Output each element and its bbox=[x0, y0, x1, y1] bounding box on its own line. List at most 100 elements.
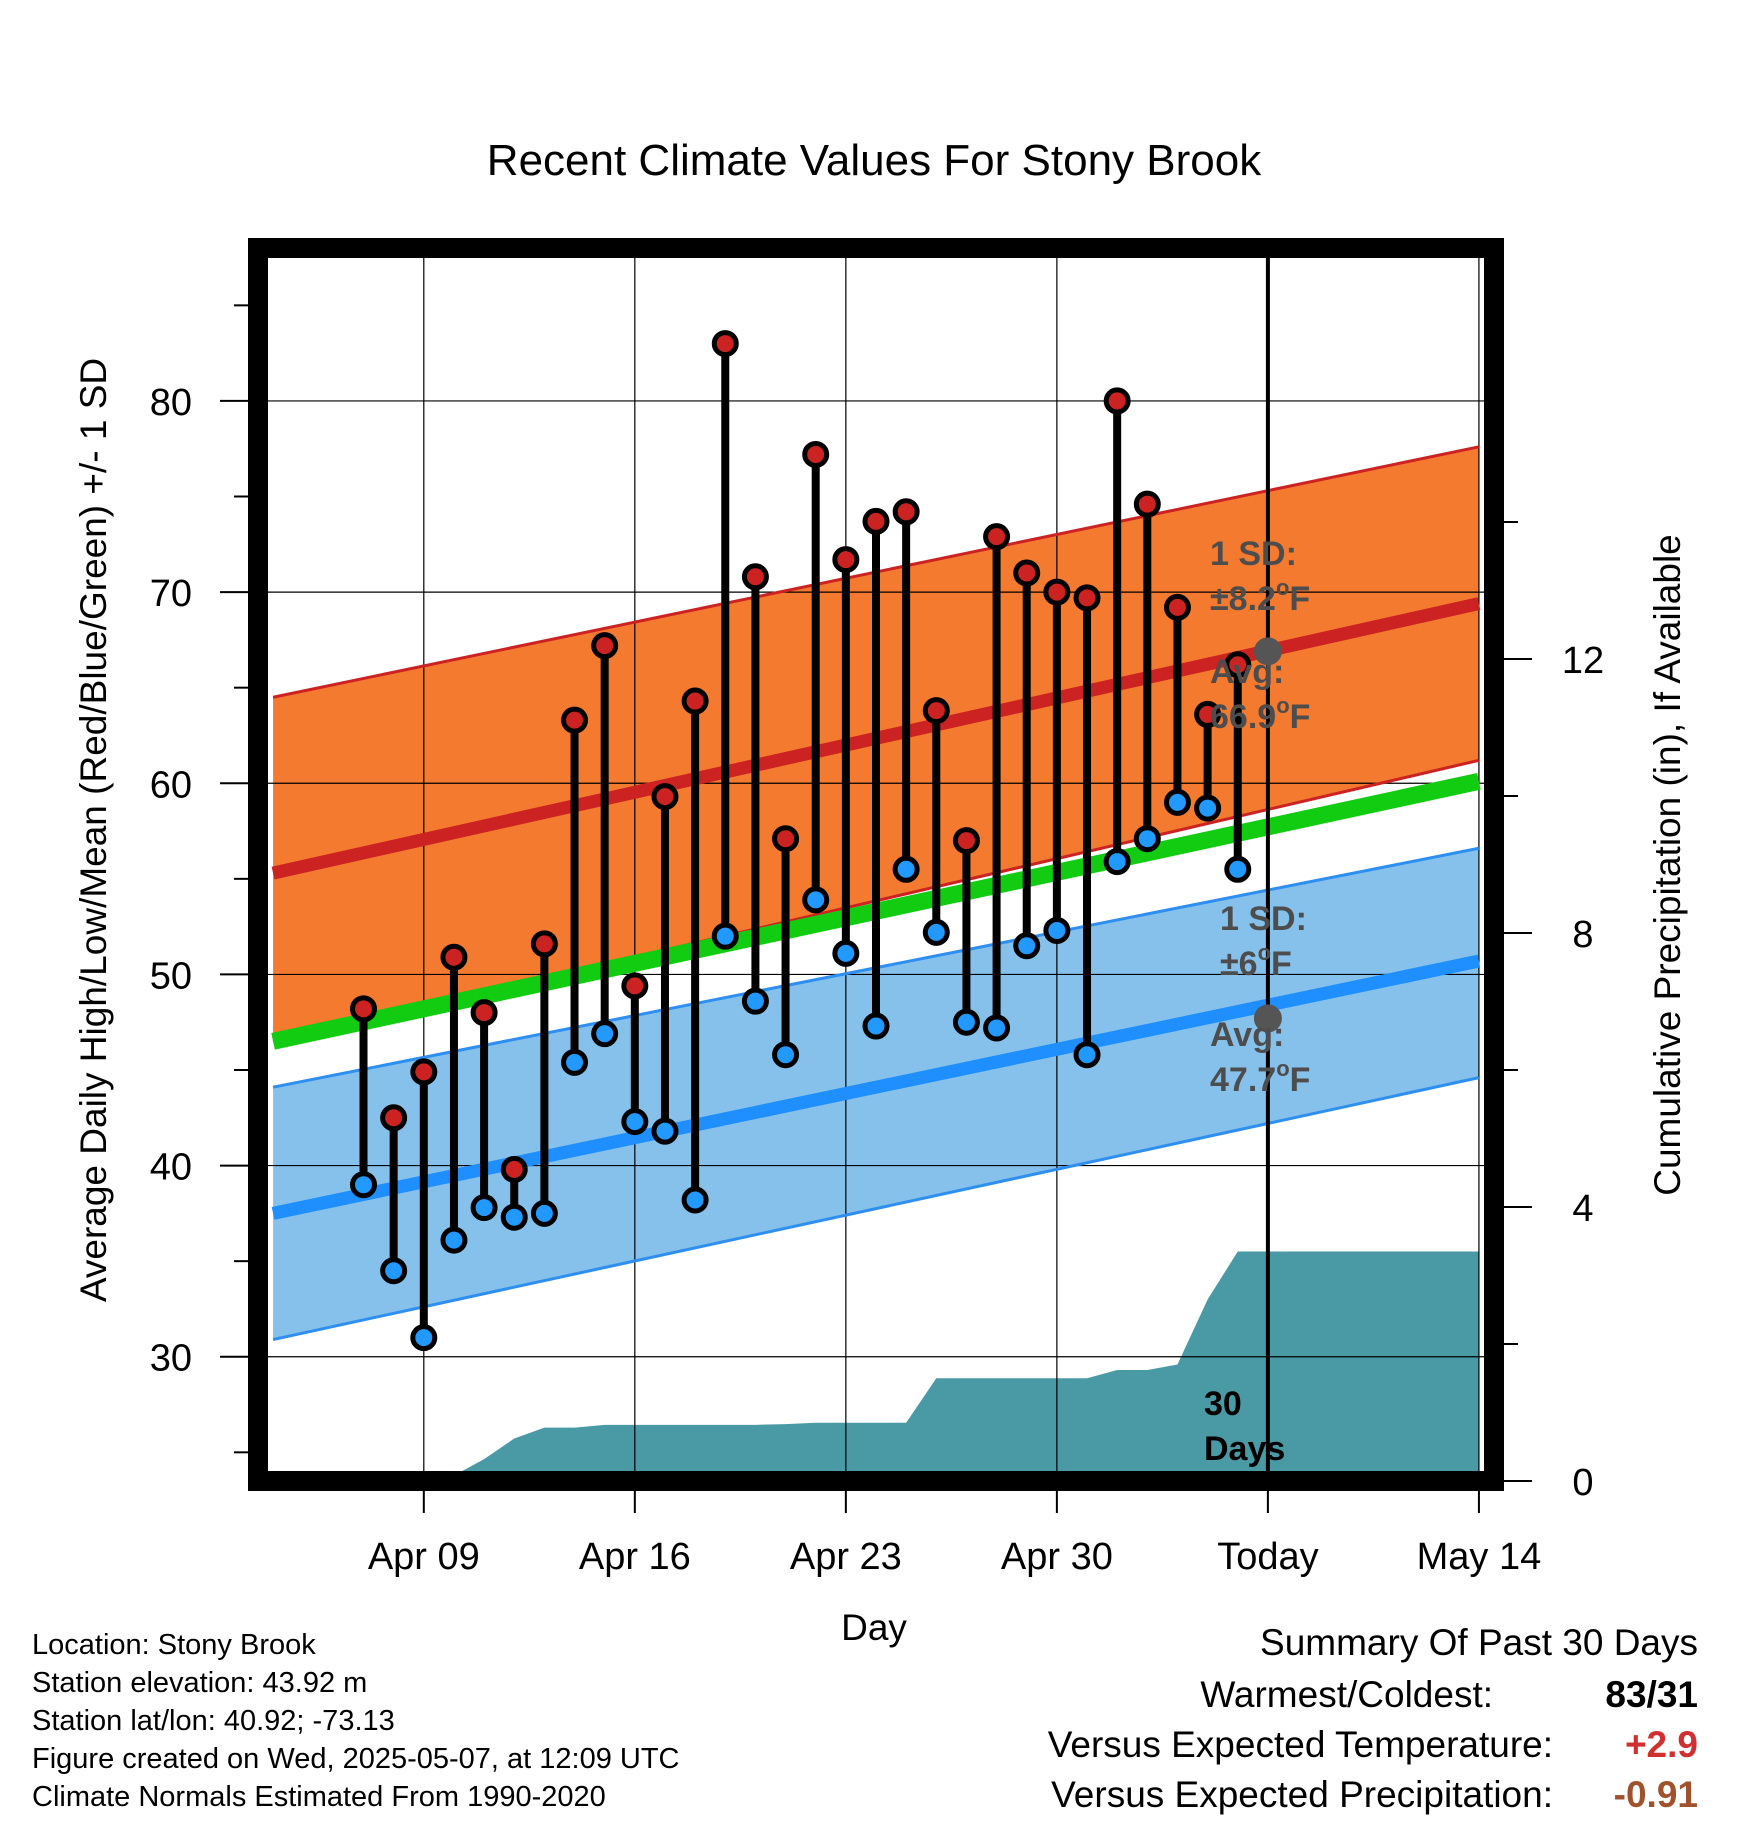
y-tick-label: 50 bbox=[150, 955, 192, 997]
low-point bbox=[741, 987, 769, 1015]
window-unit: Days bbox=[1204, 1430, 1285, 1468]
high-point bbox=[1133, 490, 1161, 518]
low-point bbox=[1103, 848, 1131, 876]
high-point bbox=[1073, 584, 1101, 612]
high-point bbox=[561, 706, 589, 734]
summary-heading: Summary Of Past 30 Days bbox=[1260, 1622, 1698, 1663]
low-point bbox=[1013, 932, 1041, 960]
high-point bbox=[500, 1155, 528, 1183]
high-point bbox=[741, 563, 769, 591]
window-number: 30 bbox=[1204, 1385, 1242, 1423]
high-point bbox=[832, 546, 860, 574]
high-point bbox=[651, 783, 679, 811]
high-point bbox=[1043, 578, 1071, 606]
low-point bbox=[862, 1012, 890, 1040]
y2-tick-label: 12 bbox=[1562, 640, 1604, 682]
y2-tick-label: 0 bbox=[1572, 1462, 1593, 1504]
warm-cold-value: 83/31 bbox=[1605, 1674, 1698, 1715]
summary-temp: Versus Expected Temperature: +2.9 bbox=[938, 1724, 1698, 1774]
high-avg-label: Avg: bbox=[1210, 653, 1284, 691]
warm-cold-label: Warmest/Coldest: bbox=[1200, 1674, 1493, 1715]
high-point bbox=[591, 632, 619, 660]
high-point bbox=[1163, 593, 1191, 621]
high-point bbox=[621, 972, 649, 1000]
high-point bbox=[1103, 387, 1131, 415]
low-point bbox=[1073, 1041, 1101, 1069]
low-point bbox=[952, 1008, 980, 1036]
created-text: Figure created on Wed, 2025-05-07, at 12… bbox=[32, 1743, 680, 1775]
low-point bbox=[892, 855, 920, 883]
x-axis-label: Day bbox=[841, 1607, 907, 1648]
low-point bbox=[922, 918, 950, 946]
high-point bbox=[440, 943, 468, 971]
temp-value: +2.9 bbox=[1624, 1724, 1698, 1765]
low-avg-marker bbox=[1253, 1004, 1282, 1033]
low-point bbox=[470, 1194, 498, 1222]
x-tick-label: Apr 09 bbox=[368, 1536, 480, 1578]
low-point bbox=[1224, 855, 1252, 883]
low-point bbox=[561, 1048, 589, 1076]
low-point bbox=[1043, 916, 1071, 944]
normal-low-line bbox=[271, 954, 1481, 1220]
high-point bbox=[922, 697, 950, 725]
low-point bbox=[681, 1186, 709, 1214]
high-avg-marker bbox=[1253, 637, 1282, 666]
temp-label: Versus Expected Temperature: bbox=[1047, 1724, 1553, 1765]
high-point bbox=[380, 1104, 408, 1132]
precip-label: Versus Expected Precipitation: bbox=[1051, 1774, 1553, 1815]
y2-tick-label: 4 bbox=[1572, 1188, 1593, 1230]
high-point bbox=[1194, 700, 1222, 728]
low-point bbox=[1133, 825, 1161, 853]
low-point bbox=[350, 1171, 378, 1199]
high-point bbox=[470, 999, 498, 1027]
station-info: Location: Stony Brook Station elevation:… bbox=[32, 1626, 680, 1816]
x-tick-label: Apr 30 bbox=[1001, 1536, 1113, 1578]
low-sd-band bbox=[273, 848, 1479, 1340]
y-tick-label: 30 bbox=[150, 1338, 192, 1380]
low-point bbox=[832, 939, 860, 967]
high-point bbox=[1013, 559, 1041, 587]
low-point bbox=[621, 1108, 649, 1136]
high-point bbox=[772, 825, 800, 853]
low-point bbox=[591, 1020, 619, 1048]
low-point bbox=[380, 1257, 408, 1285]
latlon-text: Station lat/lon: 40.92; -73.13 bbox=[32, 1705, 395, 1737]
low-point bbox=[440, 1226, 468, 1254]
low-annotation: 1 SD: ±6oF Avg: 47.7oF bbox=[1210, 900, 1310, 1099]
high-point bbox=[892, 498, 920, 526]
low-point bbox=[1194, 794, 1222, 822]
low-point bbox=[983, 1014, 1011, 1042]
low-point bbox=[500, 1203, 528, 1231]
low-point bbox=[410, 1324, 438, 1352]
y-tick-label: 80 bbox=[150, 382, 192, 424]
high-annotation: 1 SD: ±8.2oF Avg: 66.9oF bbox=[1210, 535, 1310, 736]
high-sd-label: 1 SD: bbox=[1210, 535, 1297, 573]
plot-frame bbox=[248, 238, 1504, 1491]
x-tick-label: Today bbox=[1217, 1536, 1318, 1578]
y-tick-label: 70 bbox=[150, 573, 192, 615]
summary-panel: Summary Of Past 30 Days Warmest/Coldest:… bbox=[938, 1622, 1698, 1824]
low-avg-label: Avg: bbox=[1210, 1016, 1284, 1054]
high-sd-value: ±8.2oF bbox=[1210, 575, 1310, 618]
low-point bbox=[711, 922, 739, 950]
chart-title: Recent Climate Values For Stony Brook bbox=[487, 136, 1262, 185]
low-lower-edge bbox=[272, 1076, 1480, 1342]
low-avg-value: 47.7oF bbox=[1210, 1056, 1310, 1099]
x-tick-label: May 14 bbox=[1417, 1536, 1542, 1578]
elevation-text: Station elevation: 43.92 m bbox=[32, 1667, 368, 1699]
y-tick-label: 40 bbox=[150, 1147, 192, 1189]
high-point bbox=[862, 507, 890, 535]
low-point bbox=[772, 1041, 800, 1069]
low-point bbox=[1163, 788, 1191, 816]
low-point bbox=[651, 1117, 679, 1145]
low-sd-value: ±6oF bbox=[1220, 940, 1292, 983]
high-point bbox=[711, 330, 739, 358]
high-point bbox=[1224, 651, 1252, 679]
y-tick-label: 60 bbox=[150, 764, 192, 806]
x-tick-label: Apr 16 bbox=[579, 1536, 691, 1578]
summary-precip: Versus Expected Precipitation: -0.91 bbox=[938, 1774, 1698, 1824]
y2-axis-label: Cumulative Precipitation (in), If Availa… bbox=[1647, 534, 1688, 1196]
high-point bbox=[952, 827, 980, 855]
low-point bbox=[802, 886, 830, 914]
